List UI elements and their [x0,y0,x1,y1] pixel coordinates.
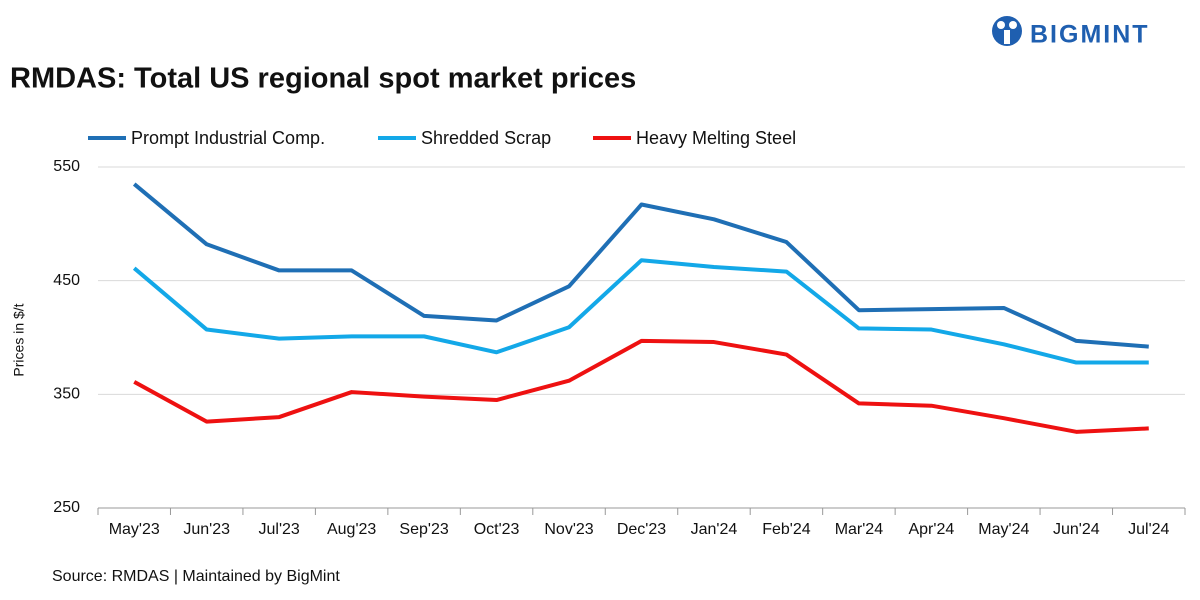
x-tick-label: Jan'24 [691,521,738,538]
x-tick-label: May'24 [978,521,1029,538]
x-tick-label: May'23 [109,521,160,538]
y-tick-label: 350 [53,386,80,403]
chart-title: RMDAS: Total US regional spot market pri… [10,63,636,95]
x-tick-label: Sep'23 [399,521,448,538]
series-line [132,258,1149,365]
x-tick-label: Apr'24 [908,521,954,538]
y-axis-label: Prices in $/t [11,303,27,376]
x-tick-label: Oct'23 [474,521,520,538]
y-tick-label: 250 [53,499,80,516]
source: Source: RMDAS | Maintained by BigMint [52,568,340,585]
series-line [133,338,1149,434]
x-tick-label: Jun'24 [1053,521,1100,538]
legend-label: Shredded Scrap [421,128,551,148]
x-tick-label: Mar'24 [835,521,884,538]
logo: BIGMINT [1030,21,1150,49]
x-tick-label: Feb'24 [762,521,811,538]
x-tick-label: Dec'23 [617,521,666,538]
x-tick-label: Jul'24 [1128,521,1169,538]
y-tick-label: 450 [53,272,80,289]
x-tick-label: Jun'23 [183,521,230,538]
legend-label: Prompt Industrial Comp. [131,128,325,148]
y-tick-label: 550 [53,158,80,175]
x-tick-label: Jul'23 [259,521,300,538]
legend-label: Heavy Melting Steel [636,128,796,148]
series-line [132,182,1149,349]
x-tick-label: Nov'23 [544,521,593,538]
x-tick-label: Aug'23 [327,521,376,538]
logo-icon [992,16,1022,46]
